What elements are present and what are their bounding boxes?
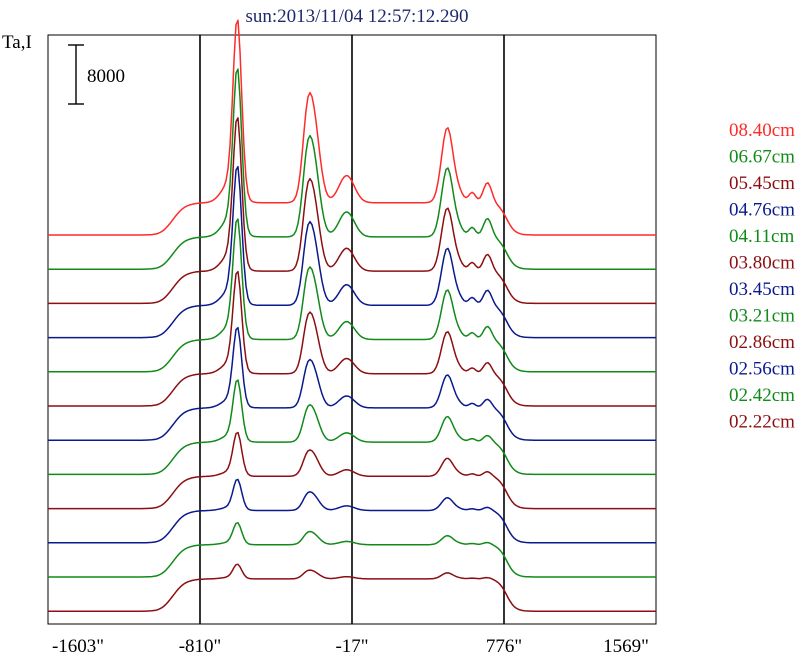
chart-title: sun:2013/11/04 12:57:12.290: [245, 6, 468, 27]
series-trace-06.67cm: [48, 68, 656, 270]
legend-entry: 02.56cm: [729, 359, 795, 380]
legend-entry: 03.45cm: [729, 279, 795, 300]
legend-entry: 04.11cm: [729, 226, 794, 247]
legend-entry: 05.45cm: [729, 173, 795, 194]
x-tick-label: 1569": [603, 636, 649, 657]
y-axis-label: Ta,I: [2, 32, 32, 53]
series-trace-04.11cm: [48, 218, 656, 373]
legend-entry: 08.40cm: [729, 120, 795, 141]
series-trace-02.22cm: [48, 563, 656, 612]
legend-entry: 03.21cm: [729, 306, 795, 327]
series-trace-03.45cm: [48, 326, 656, 441]
legend-entry: 02.22cm: [729, 412, 795, 433]
x-tick-label: -810": [179, 636, 222, 657]
x-tick-label: -1603": [52, 636, 104, 657]
legend-entry: 03.80cm: [729, 253, 795, 274]
series-trace-04.76cm: [48, 165, 656, 339]
legend-entry: 02.42cm: [729, 385, 795, 406]
scale-bar: 8000: [68, 44, 125, 105]
x-tick-label: -17": [335, 636, 368, 657]
series-trace-05.45cm: [48, 117, 656, 305]
vertical-markers: [199, 35, 505, 624]
legend-entry: 06.67cm: [729, 147, 795, 168]
x-tick-label: 776": [486, 636, 522, 657]
series-trace-03.21cm: [48, 379, 656, 476]
legend-entry: 02.86cm: [729, 332, 795, 353]
series-trace-02.42cm: [48, 522, 656, 578]
series-traces: [48, 19, 656, 612]
x-tick-labels: -1603" -810" -17" 776" 1569": [52, 636, 649, 657]
legend-entry: 04.76cm: [729, 200, 795, 221]
scale-bar-label: 8000: [87, 66, 125, 87]
series-trace-08.40cm: [48, 19, 656, 236]
series-trace-02.56cm: [48, 478, 656, 544]
series-trace-03.80cm: [48, 270, 656, 407]
legend: 08.40cm 06.67cm 05.45cm 04.76cm 04.11cm 03.80…: [729, 120, 795, 433]
series-trace-02.86cm: [48, 431, 656, 510]
